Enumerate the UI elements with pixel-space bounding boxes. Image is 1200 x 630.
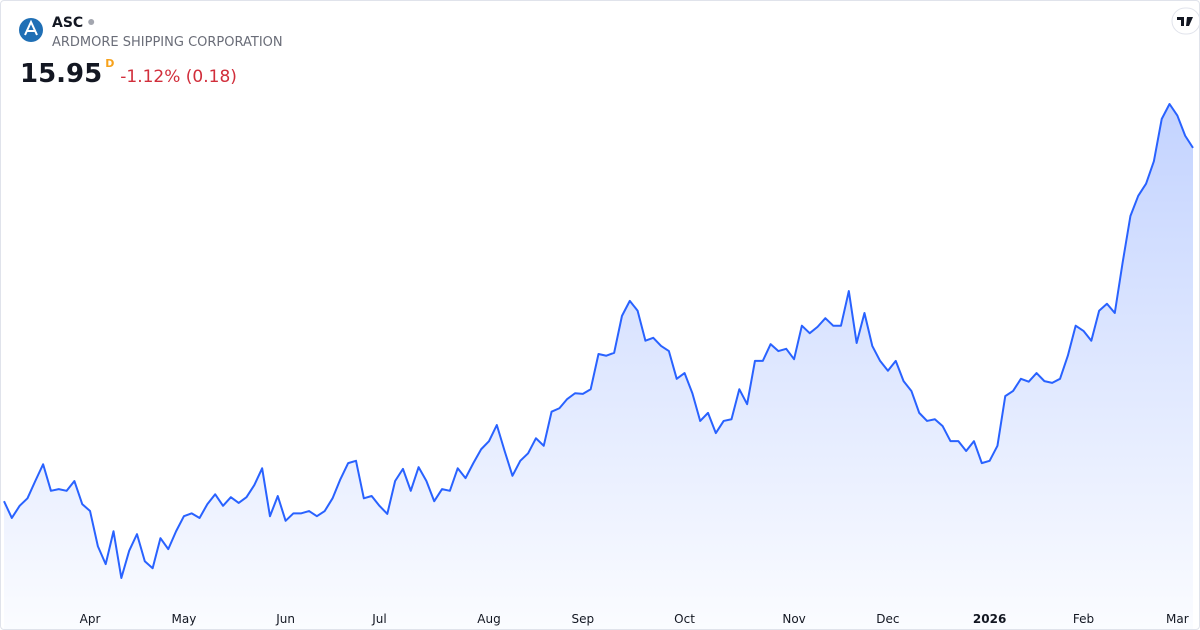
x-tick-label: May <box>172 612 197 626</box>
brand-logo <box>1177 17 1193 26</box>
company-name: ARDMORE SHIPPING CORPORATION <box>52 35 283 50</box>
last-price: 15.95 <box>20 59 102 89</box>
x-tick-label: Apr <box>80 612 101 626</box>
plot-area: Apr May Jun Jul Aug Sep Oct Nov Dec 2026 Feb Mar <box>3 103 1194 629</box>
x-tick-label: Mar <box>1166 612 1189 626</box>
x-tick-label: Aug <box>477 612 500 626</box>
x-tick-label: Jun <box>275 612 295 626</box>
price-line <box>3 103 1194 579</box>
x-tick-label: Feb <box>1073 612 1094 626</box>
status-dot <box>88 19 95 25</box>
x-tick-label: Jul <box>371 612 386 626</box>
area <box>4 104 1193 629</box>
x-tick-label: Nov <box>782 612 805 626</box>
symbol: ASC <box>52 15 83 31</box>
x-tick-label: Dec <box>876 612 899 626</box>
price-change: -1.12% (0.18) <box>120 67 237 87</box>
logo-mark <box>24 19 38 36</box>
interval: D <box>105 57 114 70</box>
x-tick-label: 2026 <box>973 612 1006 626</box>
brand-badge[interactable] <box>1171 7 1199 35</box>
x-tick-label: Sep <box>572 612 595 626</box>
x-tick-label: Oct <box>674 612 695 626</box>
